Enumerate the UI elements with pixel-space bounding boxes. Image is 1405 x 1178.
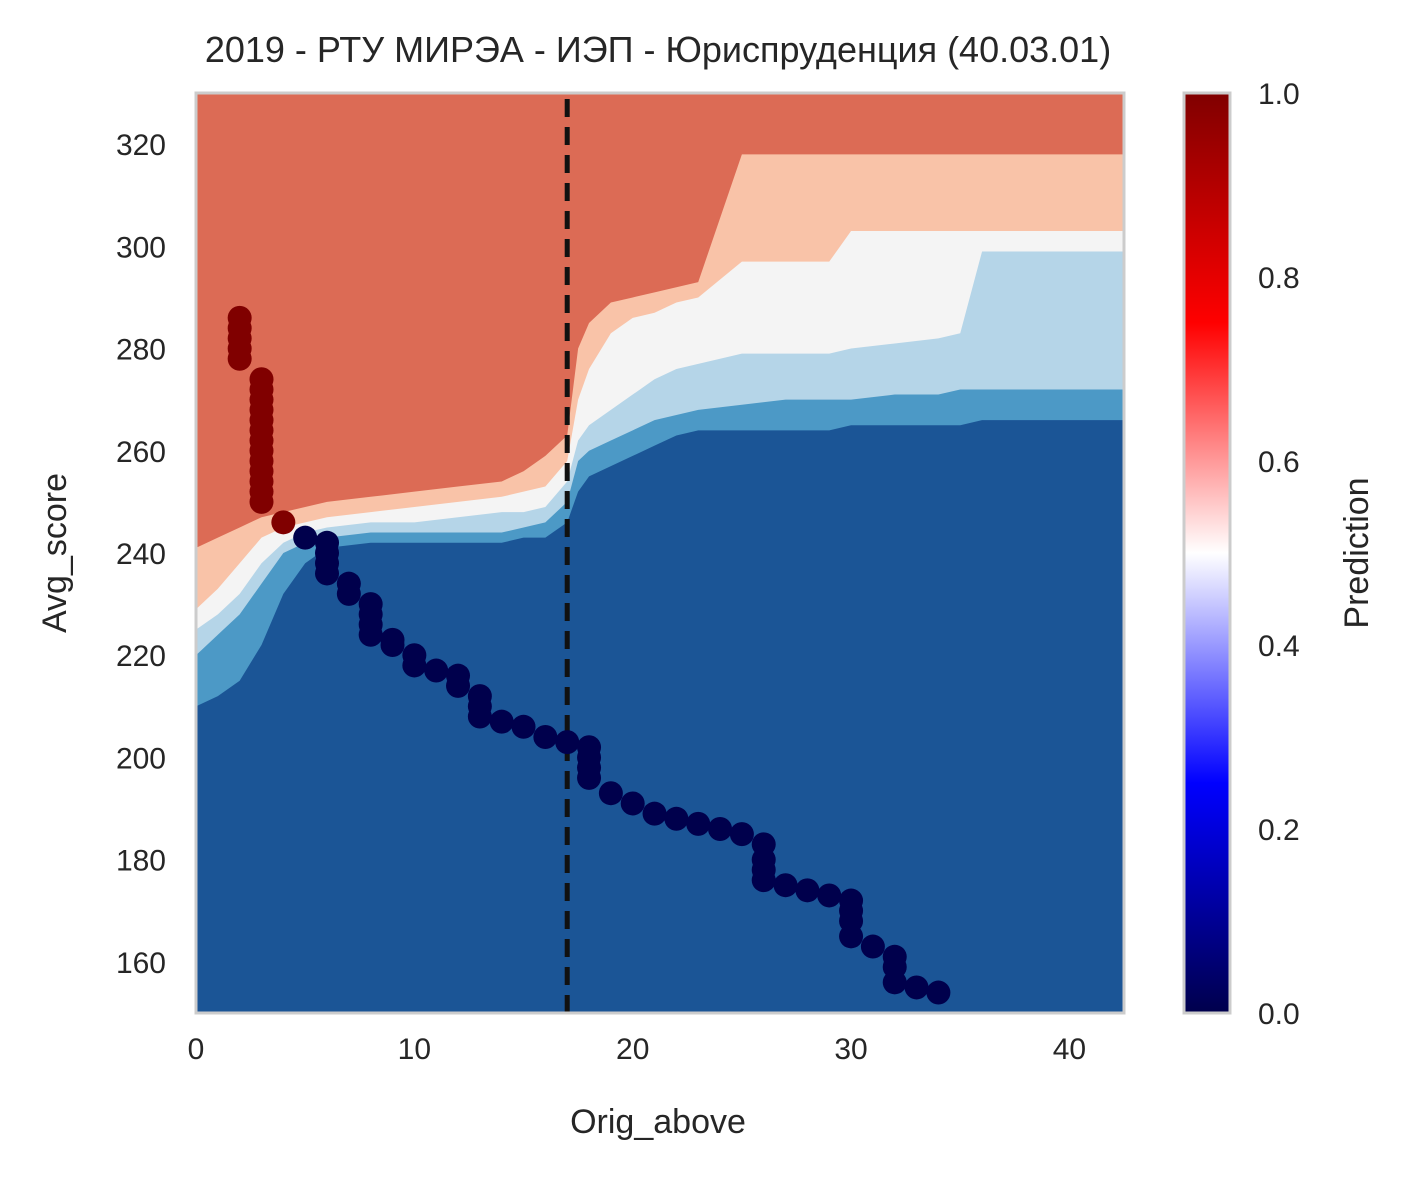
colorbar-ticks: 0.0 0.2 0.4 0.6 0.8 1.0 — [1258, 78, 1300, 1031]
colorbar-label: Prediction — [1338, 477, 1376, 628]
data-point — [467, 704, 492, 729]
data-point — [533, 725, 558, 749]
data-point — [839, 924, 864, 949]
scatter-points — [227, 305, 951, 1005]
data-point — [882, 970, 907, 995]
data-point — [336, 581, 361, 606]
colorbar — [1182, 91, 1232, 1015]
data-point — [380, 633, 405, 657]
plot-frame — [194, 91, 1126, 1015]
x-axis-ticks: 0 10 20 30 40 — [188, 1033, 1086, 1066]
data-point — [402, 653, 427, 678]
x-tick-label: 10 — [398, 1033, 431, 1066]
data-point — [555, 730, 580, 755]
data-point — [227, 346, 252, 371]
data-point — [424, 658, 449, 683]
y-tick-label: 260 — [116, 436, 166, 469]
data-point — [511, 714, 536, 739]
y-tick-label: 220 — [116, 640, 166, 673]
y-tick-label: 300 — [116, 231, 166, 264]
data-point — [642, 801, 667, 826]
data-point — [708, 817, 733, 841]
colorbar-tick-label: 0.6 — [1258, 446, 1300, 479]
contour-region-0.9 — [196, 93, 1124, 548]
x-axis-title: Orig_above — [570, 1103, 746, 1141]
chart-title: 2019 - РТУ МИРЭА - ИЭП - Юриспруденция (… — [205, 29, 1111, 70]
data-point — [686, 811, 711, 836]
y-tick-label: 180 — [116, 845, 166, 878]
data-point — [620, 791, 645, 816]
data-point — [751, 868, 776, 893]
y-tick-label: 280 — [116, 334, 166, 367]
data-point — [598, 781, 623, 806]
contour-regions — [196, 93, 1124, 1013]
data-point — [315, 561, 340, 586]
y-tick-label: 240 — [116, 538, 166, 571]
data-point — [577, 765, 602, 790]
y-tick-label: 160 — [116, 947, 166, 980]
plot-area — [196, 93, 1124, 1013]
data-point — [773, 873, 798, 898]
data-point — [795, 878, 820, 903]
y-tick-label: 200 — [116, 742, 166, 775]
data-point — [358, 622, 383, 647]
y-axis-title: Avg_score — [36, 473, 74, 633]
data-point — [817, 883, 842, 908]
data-point — [249, 489, 274, 514]
data-point — [860, 934, 885, 959]
colorbar-tick-label: 0.2 — [1258, 814, 1300, 847]
colorbar-tick-label: 1.0 — [1258, 78, 1300, 111]
x-tick-label: 20 — [616, 1033, 649, 1066]
data-point — [904, 975, 929, 1000]
colorbar-tick-label: 0.4 — [1258, 630, 1300, 663]
x-tick-label: 0 — [188, 1033, 205, 1066]
data-point — [926, 980, 951, 1005]
y-axis-ticks: 160 180 200 220 240 260 280 300 320 — [116, 129, 166, 980]
data-point — [489, 709, 514, 734]
x-tick-label: 30 — [834, 1033, 867, 1066]
x-tick-label: 40 — [1053, 1033, 1086, 1066]
colorbar-tick-label: 0.0 — [1258, 998, 1300, 1031]
data-point — [729, 822, 754, 847]
data-point — [293, 525, 318, 550]
data-point — [271, 510, 296, 535]
data-point — [446, 673, 471, 698]
y-tick-label: 320 — [116, 129, 166, 162]
colorbar-tick-label: 0.8 — [1258, 262, 1300, 295]
data-point — [664, 806, 689, 831]
